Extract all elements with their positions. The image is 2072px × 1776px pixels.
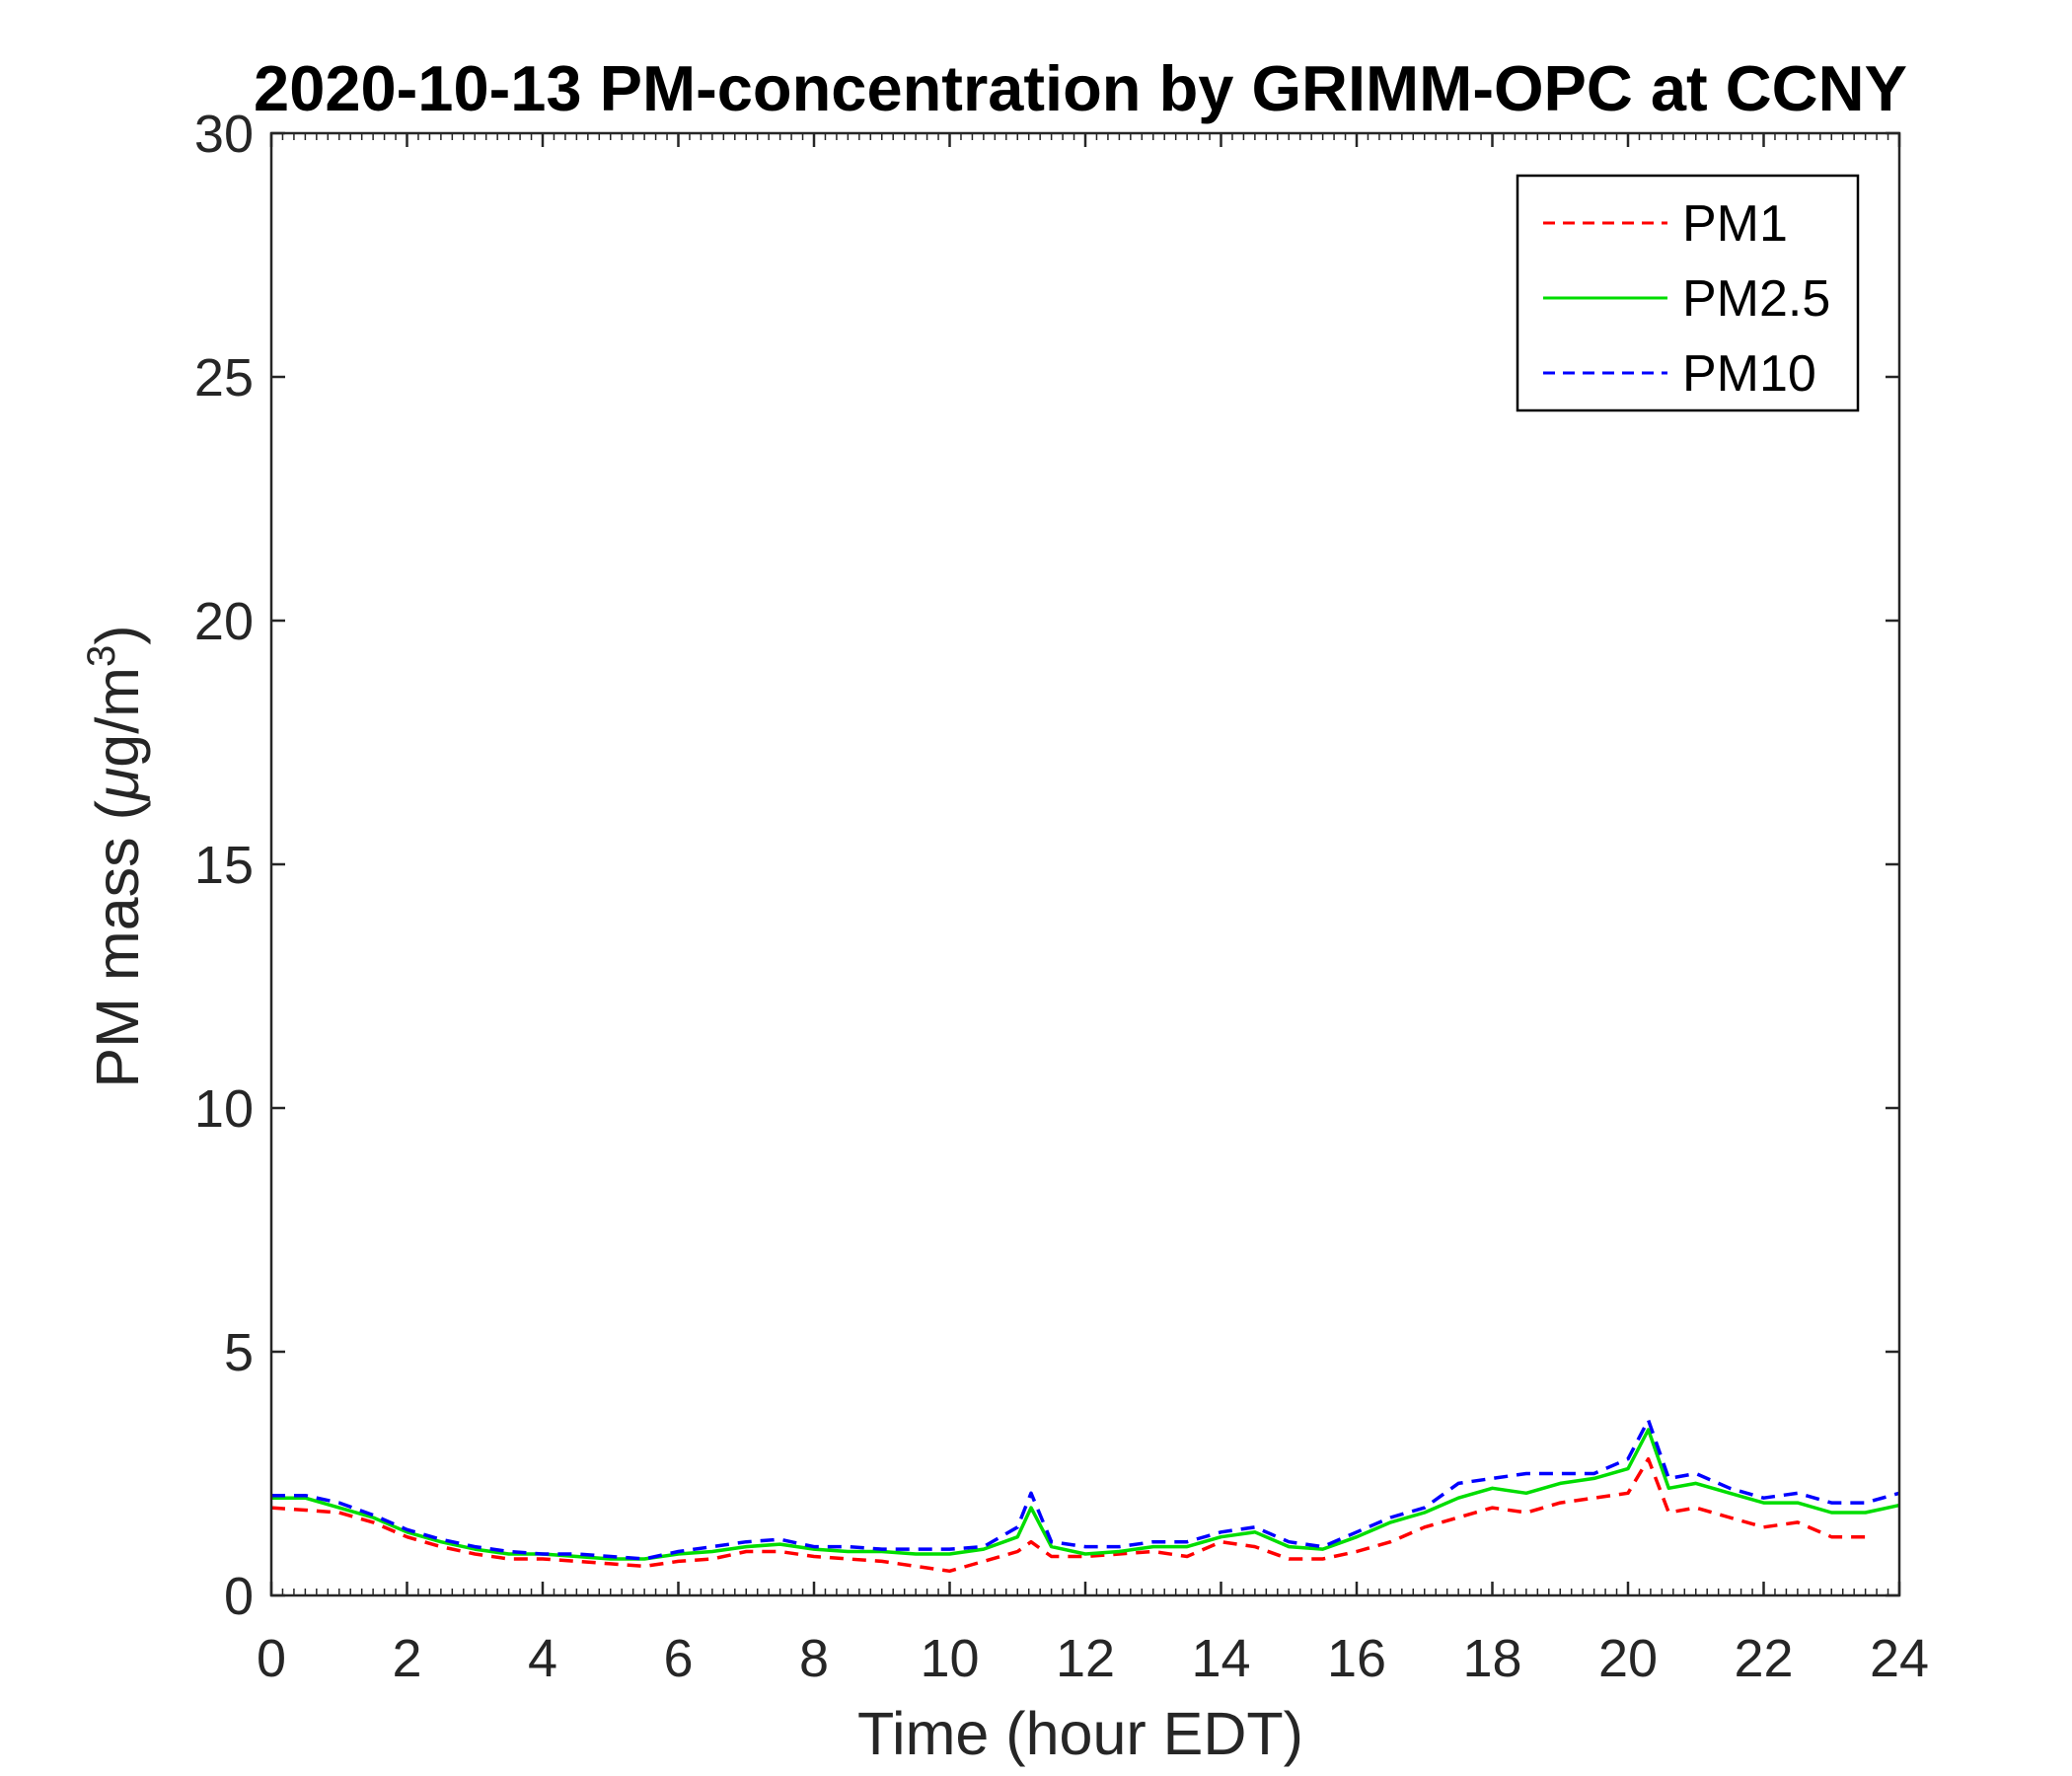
- x-tick-label: 2: [392, 1629, 421, 1688]
- chart-title: 2020-10-13 PM-concentration by GRIMM-OPC…: [254, 52, 1907, 124]
- x-axis-label: Time (hour EDT): [857, 1700, 1303, 1767]
- y-tick-label: 20: [194, 592, 254, 651]
- legend-label: PM1: [1682, 195, 1788, 253]
- y-axis-label-suffix: ): [84, 625, 151, 644]
- x-tick-label: 12: [1056, 1629, 1115, 1688]
- y-tick-label: 30: [194, 105, 254, 164]
- legend-label: PM10: [1682, 345, 1816, 403]
- y-tick-label: 25: [194, 348, 254, 407]
- x-tick-label: 8: [799, 1629, 829, 1688]
- x-tick-label: 6: [663, 1629, 693, 1688]
- plot-area: [270, 1418, 1900, 1574]
- x-tick-label: 24: [1870, 1629, 1929, 1688]
- x-tick-label: 4: [528, 1629, 557, 1688]
- legend: PM1 PM2.5 PM10: [1516, 174, 1860, 412]
- legend-label: PM2.5: [1682, 270, 1830, 328]
- x-tick-label: 22: [1734, 1629, 1793, 1688]
- y-axis-label-prefix: PM mass (: [84, 800, 151, 1087]
- y-tick-label: 0: [224, 1567, 254, 1626]
- x-tick-label: 16: [1327, 1629, 1386, 1688]
- y-tick-label: 5: [224, 1323, 254, 1382]
- x-tick-label: 10: [920, 1629, 979, 1688]
- series-line-pm2-5: [271, 1428, 1900, 1561]
- x-tick-label: 20: [1598, 1629, 1658, 1688]
- x-tick-label: 14: [1191, 1629, 1250, 1688]
- y-axis-label-unit: g/m: [84, 667, 151, 768]
- y-tick-label: 10: [194, 1079, 254, 1139]
- series-line-pm10: [271, 1418, 1900, 1561]
- y-axis-label: PM mass (μg/m3): [80, 625, 151, 1087]
- series-line-pm1: [270, 1456, 1866, 1574]
- y-axis-label-superscript: 3: [80, 645, 123, 667]
- y-axis-label-mu: μ: [84, 768, 151, 802]
- y-tick-label: 15: [194, 836, 254, 895]
- legend-box: [1516, 174, 1860, 412]
- x-tick-label: 0: [257, 1629, 286, 1688]
- x-tick-label: 18: [1462, 1629, 1521, 1688]
